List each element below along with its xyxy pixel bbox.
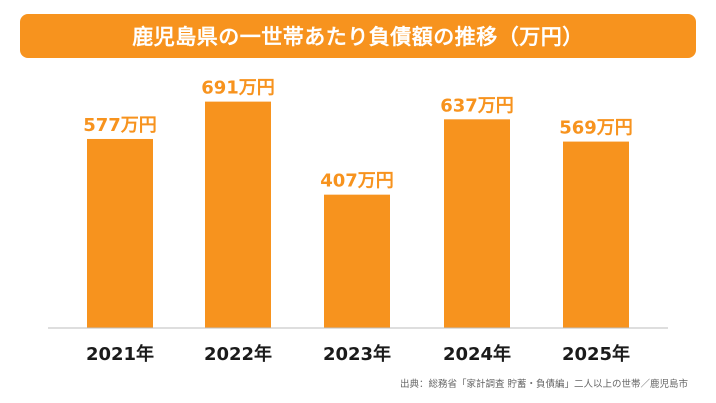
x-tick-label-4: 2024年: [443, 343, 511, 365]
labels-layer: 577万円 691万円 407万円 637万円 569万円: [83, 78, 633, 192]
chart-title: 鹿児島県の一世帯あたり負債額の推移（万円）: [132, 25, 584, 49]
bars-layer: [87, 101, 629, 328]
data-label-5: 569万円: [559, 118, 633, 139]
x-tick-label-5: 2025年: [562, 343, 630, 365]
bar-2: [205, 101, 271, 328]
x-tick-label-3: 2023年: [323, 343, 391, 365]
bar-3: [324, 194, 390, 328]
data-label-2: 691万円: [201, 78, 275, 99]
source-note: 出典：総務省「家計調査 貯蓄・負債編」二人以上の世帯／鹿児島市: [399, 379, 688, 390]
title-banner: 鹿児島県の一世帯あたり負債額の推移（万円）: [20, 14, 696, 58]
bar-4: [444, 119, 510, 328]
data-label-3: 407万円: [320, 171, 394, 192]
bar-5: [563, 141, 629, 328]
data-label-1: 577万円: [83, 115, 157, 136]
bar-1: [87, 138, 153, 328]
x-tick-label-1: 2021年: [86, 343, 154, 365]
x-tick-label-2: 2022年: [204, 343, 272, 365]
data-label-4: 637万円: [440, 95, 514, 116]
categories-layer: 2021年 2022年 2023年 2024年 2025年: [86, 343, 630, 365]
